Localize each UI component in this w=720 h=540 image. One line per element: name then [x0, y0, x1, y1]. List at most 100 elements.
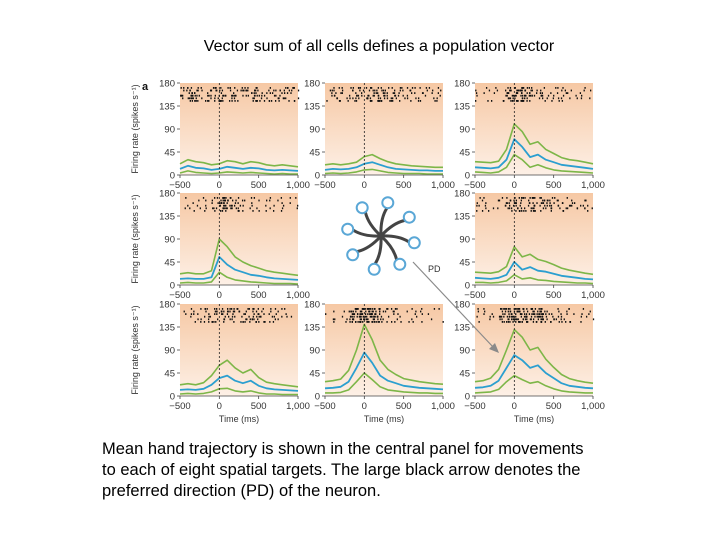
- raster-spike: [206, 308, 208, 310]
- raster-spike: [261, 94, 263, 97]
- raster-spike: [364, 308, 366, 310]
- raster-spike: [392, 97, 394, 100]
- raster-spike: [382, 318, 384, 321]
- raster-spike: [386, 94, 388, 97]
- raster-spike: [263, 321, 265, 323]
- raster-spike: [214, 87, 216, 89]
- raster-spike: [370, 315, 373, 318]
- raster-spike: [273, 204, 275, 207]
- raster-spike: [359, 313, 361, 315]
- raster-spike: [550, 321, 552, 323]
- raster-spike: [190, 87, 193, 89]
- y-tick-label: 0: [315, 392, 320, 403]
- raster-spike: [286, 87, 289, 89]
- x-tick-label: 500: [396, 401, 412, 412]
- raster-spike: [233, 310, 236, 313]
- raster-spike: [518, 308, 521, 310]
- raster-spike: [484, 204, 487, 207]
- y-tick-label: 135: [304, 323, 320, 334]
- raster-spike: [533, 204, 535, 207]
- raster-spike: [201, 89, 203, 92]
- raster-spike: [192, 97, 194, 100]
- raster-spike: [221, 97, 223, 100]
- raster-spike: [566, 197, 568, 199]
- raster-spike: [406, 87, 409, 89]
- raster-spike: [200, 308, 202, 310]
- raster-spike: [234, 100, 236, 102]
- raster-spike: [530, 308, 532, 310]
- raster-spike: [550, 207, 553, 210]
- raster-spike: [270, 308, 272, 310]
- raster-spike: [528, 199, 530, 202]
- raster-spike: [198, 94, 200, 97]
- raster-spike: [582, 308, 585, 310]
- raster-spike: [217, 97, 219, 100]
- raster-spike: [351, 313, 354, 315]
- raster-spike: [510, 89, 512, 92]
- raster-spike: [340, 92, 342, 94]
- raster-spike: [268, 100, 271, 102]
- raster-spike: [503, 100, 505, 102]
- raster-spike: [526, 100, 528, 102]
- raster-spike: [522, 318, 524, 321]
- raster-spike: [378, 313, 381, 315]
- raster-spike: [391, 87, 393, 89]
- raster-spike: [219, 202, 221, 204]
- raster-spike: [190, 315, 192, 318]
- raster-spike: [374, 308, 376, 310]
- raster-spike: [414, 87, 416, 89]
- raster-spike: [233, 92, 235, 94]
- raster-spike: [275, 94, 277, 97]
- raster-spike: [369, 308, 372, 310]
- raster-spike: [519, 321, 521, 323]
- x-tick-label: 1,000: [286, 401, 310, 412]
- raster-spike: [511, 318, 513, 321]
- raster-spike: [331, 94, 333, 97]
- raster-spike: [189, 207, 191, 210]
- lower-band-line: [179, 170, 298, 175]
- raster-spike: [350, 310, 352, 313]
- raster-spike: [525, 94, 527, 97]
- raster-spike: [377, 318, 379, 321]
- x-tick-label: −500: [169, 290, 190, 301]
- raster-spike: [580, 97, 583, 100]
- raster-spike: [371, 308, 373, 310]
- raster-spike: [437, 87, 440, 89]
- panel-letter: a: [142, 81, 149, 93]
- raster-spike: [552, 315, 554, 318]
- raster-spike: [368, 321, 370, 323]
- raster-spike: [189, 100, 191, 102]
- raster-spike: [533, 197, 535, 199]
- raster-spike: [565, 207, 567, 210]
- raster-spike: [375, 321, 377, 323]
- raster-spike: [380, 315, 383, 318]
- raster-spike: [536, 313, 538, 315]
- raster-spike: [241, 87, 243, 89]
- raster-spike: [392, 92, 394, 94]
- raster-spike: [273, 94, 276, 97]
- raster-spike: [440, 89, 442, 92]
- raster-spike: [253, 313, 255, 315]
- raster-spike: [568, 204, 571, 207]
- raster-spike: [532, 207, 534, 210]
- raster-spike: [512, 315, 515, 318]
- raster-spike: [521, 321, 523, 323]
- raster-spike: [359, 89, 361, 92]
- raster-spike: [504, 313, 506, 315]
- x-tick-label: −500: [464, 401, 485, 412]
- raster-spike: [227, 310, 229, 313]
- x-tick-label: 1,000: [286, 180, 310, 191]
- y-tick-label: 135: [159, 102, 175, 113]
- raster-spike: [573, 313, 575, 315]
- raster-spike: [512, 321, 514, 323]
- raster-spike: [589, 97, 591, 100]
- raster-spike: [219, 100, 222, 102]
- raster-spike: [372, 321, 374, 323]
- raster-spike: [244, 321, 246, 323]
- raster-spike: [483, 92, 485, 94]
- raster-spike: [550, 92, 552, 94]
- y-tick-label: 0: [465, 171, 470, 182]
- raster-spike: [252, 210, 254, 212]
- raster-spike: [382, 310, 385, 313]
